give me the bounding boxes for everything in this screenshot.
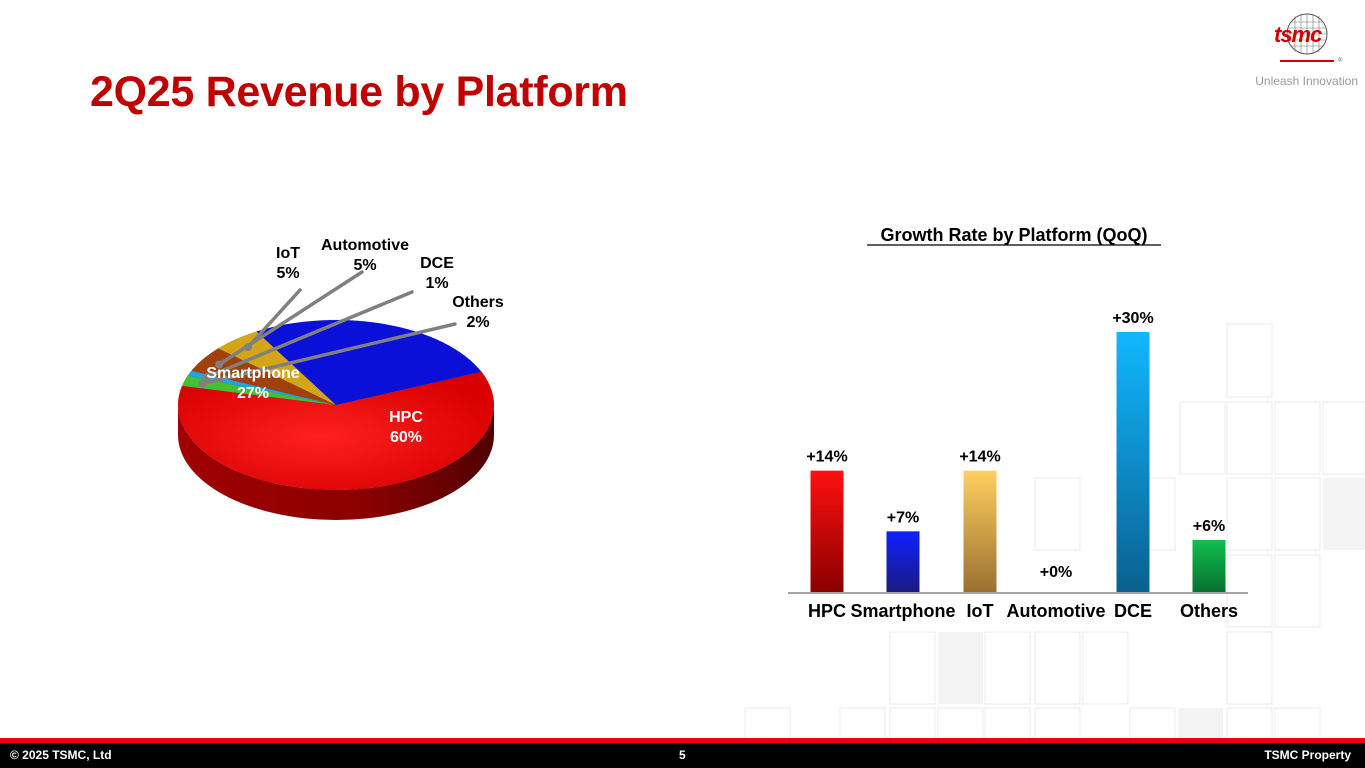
pie-value-hpc: 60%	[390, 429, 422, 446]
category-label-dce: DCE	[1114, 601, 1152, 621]
bar-others	[1192, 540, 1226, 592]
pie-slice-automotive	[190, 348, 337, 406]
bar-iot	[963, 470, 997, 592]
pie-slice-smartphone	[256, 319, 482, 406]
chart-title: Growth Rate by Platform (QoQ)	[880, 225, 1147, 245]
leader-line-dce	[205, 290, 414, 379]
tsmc-logo: tsmc ®	[1262, 8, 1352, 70]
category-label-smartphone: Smartphone	[850, 601, 955, 621]
leader-dot-others	[198, 379, 207, 388]
page-title: 2Q25 Revenue by Platform	[90, 68, 628, 116]
pie-value-smartphone: 27%	[237, 385, 269, 402]
footer-bar: © 2025 TSMC, Ltd 5 TSMC Property	[0, 738, 1365, 768]
pie-label-automotive: Automotive	[321, 237, 409, 254]
wafer-icon	[1286, 13, 1328, 55]
footer-copyright: © 2025 TSMC, Ltd	[10, 748, 112, 762]
bar-smartphone	[886, 531, 920, 592]
revenue-pie-chart: HPC 60% Others 2% DCE 1% Automotive 5% IoT 5% Smar…	[177, 237, 504, 520]
pie-side-hpc	[178, 405, 494, 520]
leader-line-others	[201, 322, 457, 386]
bar-value-automotive: +0%	[1040, 564, 1072, 581]
leader-dot-iot	[244, 343, 253, 352]
growth-bar-chart: Growth Rate by Platform (QoQ) +14% +7% +14…	[788, 225, 1248, 621]
leader-line-automotive	[217, 270, 364, 367]
registered-mark: ®	[1338, 58, 1343, 64]
pie-label-dce: DCE	[420, 255, 454, 272]
bar-value-smartphone: +7%	[887, 509, 919, 526]
pie-label-iot: IoT	[276, 245, 300, 262]
footer-page-number: 5	[679, 748, 686, 762]
footer-red-stripe	[0, 738, 1365, 743]
pie-label-smartphone: Smartphone	[206, 365, 299, 382]
category-label-iot: IoT	[967, 601, 994, 621]
pie-label-others: Others	[452, 294, 504, 311]
pie-slice-others	[181, 375, 337, 406]
logo-underline	[1280, 60, 1334, 62]
category-label-others: Others	[1180, 601, 1238, 621]
bar-hpc	[810, 470, 844, 592]
category-label-hpc: HPC	[808, 601, 846, 621]
pie-value-iot: 5%	[276, 265, 299, 282]
bar-value-others: +6%	[1193, 518, 1225, 535]
pie-label-hpc: HPC	[389, 409, 423, 426]
background-squares	[744, 323, 1365, 740]
pie-slice-hpc	[177, 371, 495, 491]
pie-value-automotive: 5%	[353, 257, 376, 274]
pie-value-others: 2%	[466, 314, 489, 331]
bar-dce	[1116, 332, 1150, 592]
tagline: Unleash Innovation	[1255, 74, 1358, 88]
leader-dot-dce	[203, 372, 212, 381]
pie-value-dce: 1%	[425, 275, 448, 292]
leader-line-iot	[246, 288, 302, 349]
category-label-automotive: Automotive	[1007, 601, 1106, 621]
logo-wordmark: tsmc	[1274, 22, 1322, 47]
bar-value-hpc: +14%	[806, 449, 847, 466]
footer-property: TSMC Property	[1264, 748, 1351, 762]
bar-value-iot: +14%	[959, 449, 1000, 466]
leader-dot-automotive	[215, 360, 224, 369]
bar-value-dce: +30%	[1112, 310, 1153, 327]
